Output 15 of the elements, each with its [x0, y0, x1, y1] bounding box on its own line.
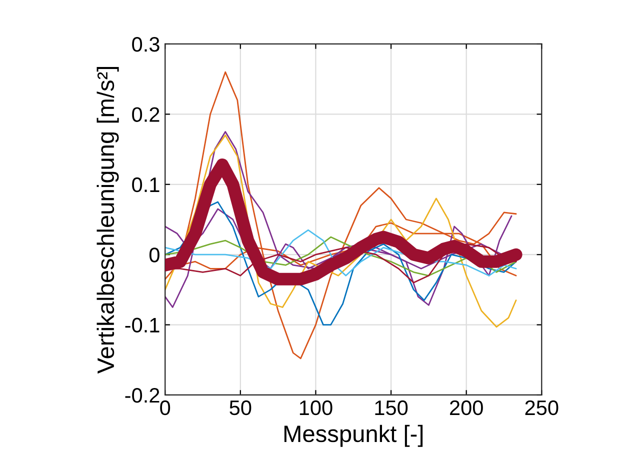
y-tick-label: -0.1: [125, 318, 160, 333]
x-tick-label: 0: [160, 400, 170, 416]
x-tick-label: 200: [450, 400, 483, 416]
x-tick-label: 100: [300, 400, 332, 416]
y-tick-label: -0.2: [125, 388, 160, 403]
y-tick-label: 0.1: [132, 177, 160, 192]
line-series: [165, 71, 517, 360]
y-tick-label: 0: [149, 248, 160, 262]
x-tick-label: 50: [230, 400, 252, 416]
y-tick-label: 0.2: [132, 107, 160, 122]
x-axis-title: Messpunkt [-]: [284, 424, 423, 447]
x-tick-label: 150: [375, 400, 408, 416]
y-tick-label: 0.3: [132, 36, 160, 52]
y-axis-title: Vertikalbeschleunigung [m/s²]: [96, 66, 119, 374]
x-tick-label: 250: [525, 400, 558, 416]
